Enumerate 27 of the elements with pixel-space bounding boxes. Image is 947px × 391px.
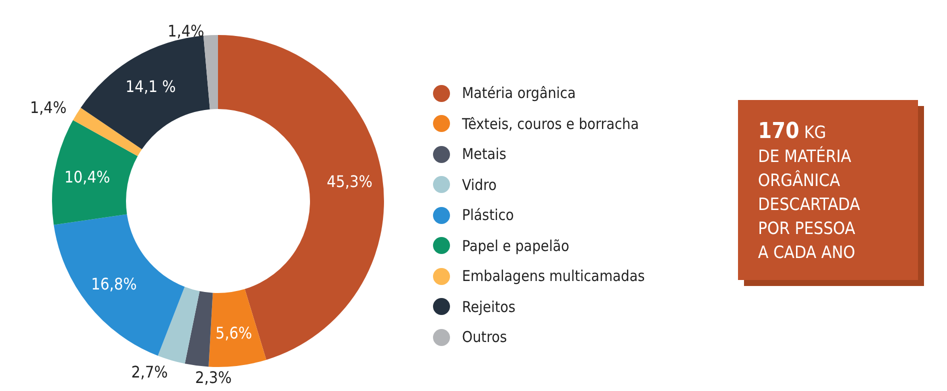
- legend-label: Matéria orgânica: [462, 84, 576, 102]
- donut-slice: [218, 35, 384, 360]
- data-label: 2,3%: [195, 368, 232, 388]
- legend-label: Têxteis, couros e borracha: [462, 114, 639, 133]
- donut-slice: [184, 291, 213, 367]
- donut-slice: [158, 286, 200, 364]
- donut-slice: [208, 289, 266, 367]
- legend-label: Papel e papelão: [462, 236, 570, 255]
- legend-label: Plástico: [462, 206, 514, 224]
- data-label: 1,4%: [30, 98, 67, 118]
- legend-label: Rejeitos: [462, 298, 516, 316]
- legend-label: Embalagens multicamadas: [462, 267, 645, 286]
- legend-label: Vidro: [462, 176, 497, 194]
- donut-slice: [52, 120, 138, 225]
- data-label: 10,4%: [64, 167, 110, 186]
- data-label: 1,4%: [168, 22, 204, 41]
- legend-label: Outros: [462, 328, 507, 346]
- data-label: 16,8%: [91, 274, 137, 294]
- legend-label: Metais: [462, 145, 506, 164]
- data-label: 45,3%: [326, 172, 372, 191]
- data-label: 14,1 %: [126, 76, 176, 96]
- text: 170 KG DE MATÉRIA ORGÂNICA DESCARTADA POR PESSOA A CADA ANO: [758, 119, 862, 265]
- donut-slice: [73, 108, 142, 156]
- data-label: 2,7%: [131, 362, 168, 382]
- donut-slice: [54, 214, 185, 356]
- data-label: 5,6%: [216, 324, 252, 343]
- donut-slice: [203, 35, 218, 110]
